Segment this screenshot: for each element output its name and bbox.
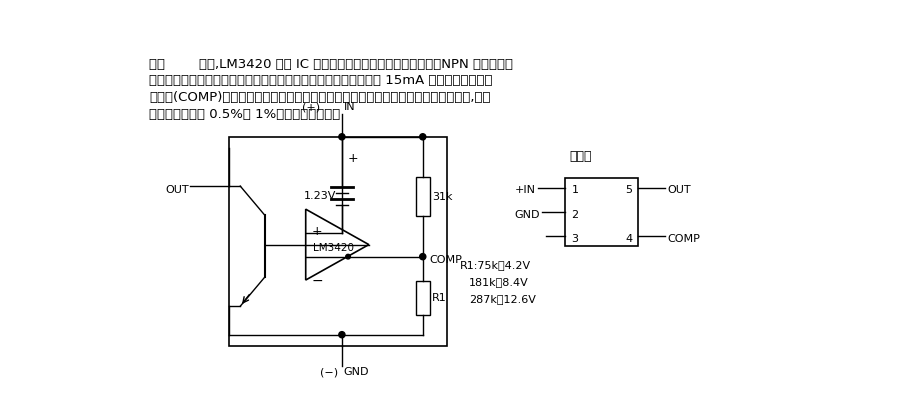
Text: GND: GND (344, 367, 369, 377)
Text: 如图        所示,LM3420 系列 IC 由温度补偿运放、带隙基准电压源、NPN 输出驱动晶: 如图 所示,LM3420 系列 IC 由温度补偿运放、带隙基准电压源、NPN 输… (149, 58, 513, 71)
Text: 4: 4 (626, 234, 632, 244)
Text: +: + (312, 225, 322, 238)
Text: 181k／8.4V: 181k／8.4V (469, 278, 528, 288)
Text: 5: 5 (626, 186, 632, 195)
Text: 1.23V: 1.23V (303, 191, 336, 201)
Text: 2: 2 (572, 210, 579, 220)
Text: −: − (312, 274, 323, 288)
Text: 287k／12.6V: 287k／12.6V (469, 294, 536, 304)
Bar (229, 137, 447, 346)
Text: 1: 1 (572, 186, 579, 195)
Bar (416, 178, 429, 216)
Text: 证充电电压达到 0.5%或 1%的允许误差精度。: 证充电电压达到 0.5%或 1%的允许误差精度。 (149, 108, 340, 121)
Text: OUT: OUT (668, 186, 691, 195)
Text: COMP: COMP (429, 255, 462, 265)
Text: 31k: 31k (432, 192, 453, 202)
Text: (−): (−) (320, 367, 338, 377)
Text: IN: IN (344, 102, 356, 112)
Circle shape (346, 254, 350, 259)
Text: COMP: COMP (668, 234, 700, 244)
Circle shape (338, 332, 345, 338)
Text: 3: 3 (572, 234, 579, 244)
Bar (565, 178, 638, 246)
Text: R1:75k／4.2V: R1:75k／4.2V (460, 261, 531, 271)
Text: +: + (348, 152, 359, 165)
Text: OUT: OUT (165, 185, 189, 195)
Text: 体管和温度补偿分压器等组成。发射极开路的晶体管输出端可提供 15mA 电流。运放的反相: 体管和温度补偿分压器等组成。发射极开路的晶体管输出端可提供 15mA 电流。运放… (149, 74, 493, 88)
Text: GND: GND (514, 210, 540, 220)
Text: (+): (+) (302, 102, 320, 112)
Text: +IN: +IN (515, 186, 536, 195)
Text: LM3420: LM3420 (313, 243, 355, 253)
Text: 顶视图: 顶视图 (569, 150, 591, 163)
Bar (416, 281, 429, 315)
Text: 输入端(COMP)可以由外接的频率补偿电路来驱动。精密电源用来补偿器件的温度漂移,以保: 输入端(COMP)可以由外接的频率补偿电路来驱动。精密电源用来补偿器件的温度漂移… (149, 91, 490, 105)
Circle shape (419, 134, 426, 140)
Circle shape (419, 254, 426, 260)
Circle shape (338, 134, 345, 140)
Text: R1: R1 (432, 293, 446, 303)
